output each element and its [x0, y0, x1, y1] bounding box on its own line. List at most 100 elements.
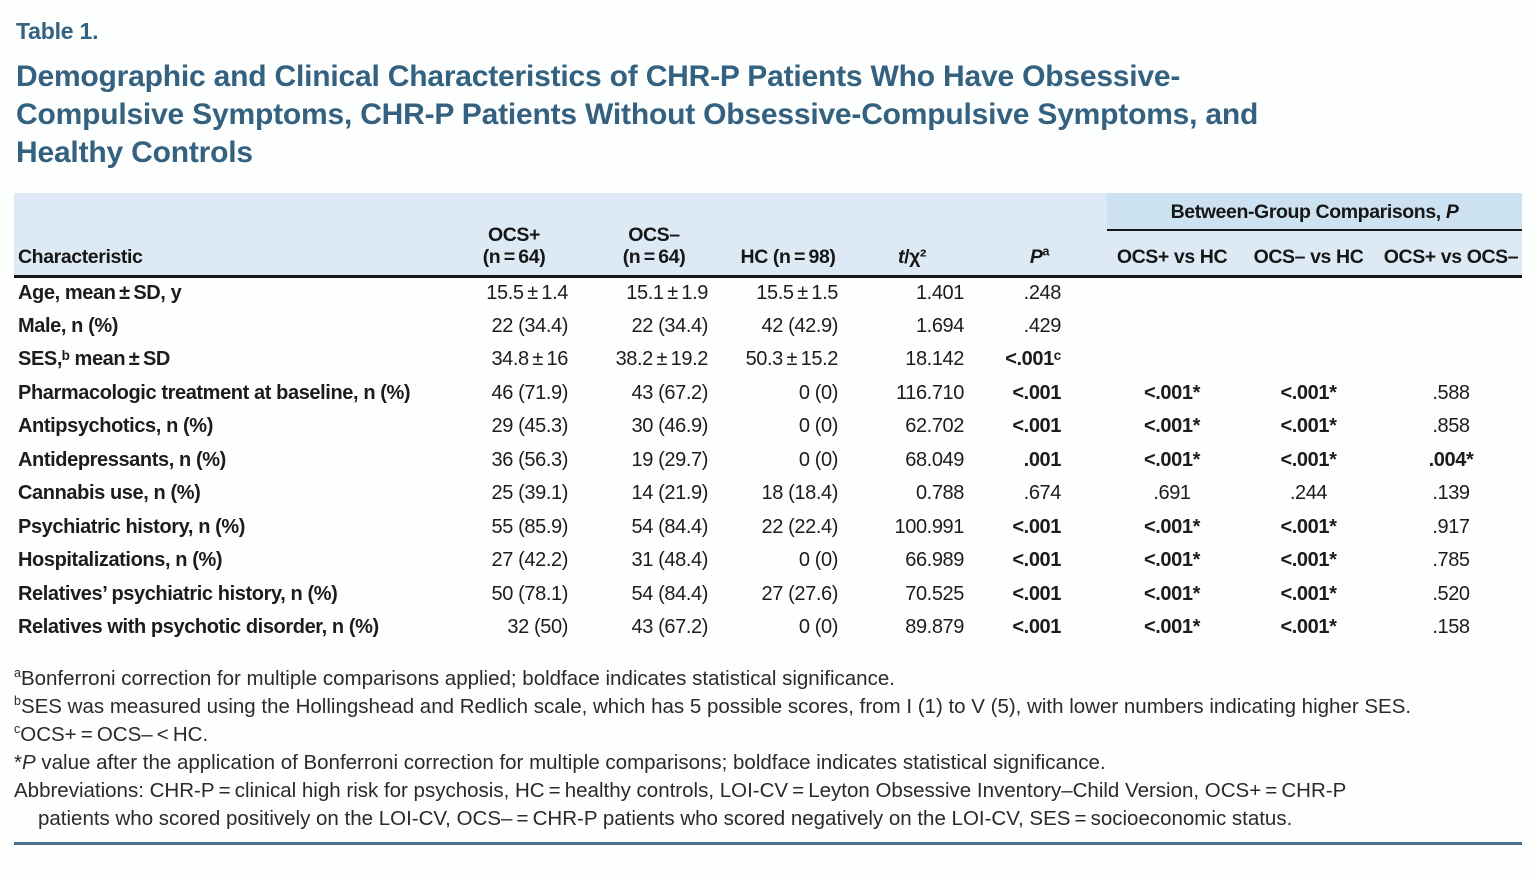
row-label: SES,ᵇ mean ± SD [18, 348, 170, 371]
cell-p-value: <.001 [1012, 582, 1061, 605]
cell-t-chi-square: 89.879 [905, 616, 964, 639]
cell-ocs-plus-vs-ocs-minus: .139 [1432, 482, 1470, 505]
cell-p-value: <.001ᶜ [1005, 348, 1061, 371]
cell-ocs-plus: 27 (42.2) [491, 549, 569, 572]
col-header-ocs-minus: OCS– (n = 64) [584, 193, 724, 276]
cell-ocs-minus-vs-hc [1237, 343, 1380, 377]
cell-ocs-plus: 36 (56.3) [491, 448, 569, 471]
table-header: Characteristic OCS+ (n = 64) OCS– (n = 64)… [14, 193, 1522, 276]
cell-ocs-minus: 30 (46.9) [631, 415, 709, 438]
cell-ocs-minus-vs-hc: <.001* [1280, 415, 1337, 438]
cell-hc: 50.3 ± 15.2 [745, 348, 839, 371]
cell-hc: 18 (18.4) [761, 482, 839, 505]
col-header-hc: HC (n = 98) [724, 193, 852, 276]
cell-t-chi-square: 68.049 [905, 448, 964, 471]
cell-ocs-plus: 29 (45.3) [491, 415, 569, 438]
title-line-3: Healthy Controls [16, 136, 253, 169]
table-row: Relatives’ psychiatric history, n (%) 50… [14, 578, 1522, 612]
cell-ocs-minus-vs-hc: <.001* [1280, 381, 1337, 404]
cell-ocs-plus-vs-hc: <.001* [1144, 616, 1200, 639]
cell-ocs-minus: 43 (67.2) [631, 381, 709, 404]
cell-p-value: .248 [1023, 282, 1062, 304]
cell-ocs-minus-vs-hc [1237, 310, 1380, 344]
footnote-c: cOCS+ = OCS– < HC. [14, 721, 209, 746]
table-row: SES,ᵇ mean ± SD 34.8 ± 16 38.2 ± 19.2 50… [14, 343, 1522, 377]
row-label: Psychiatric history, n (%) [18, 515, 246, 538]
row-label: Antipsychotics, n (%) [18, 415, 213, 438]
characteristics-table: Characteristic OCS+ (n = 64) OCS– (n = 64)… [14, 193, 1522, 645]
cell-ocs-minus: 31 (48.4) [631, 549, 709, 572]
cell-ocs-minus-vs-hc: .244 [1289, 482, 1328, 505]
table-row: Antipsychotics, n (%) 29 (45.3) 30 (46.9… [14, 410, 1522, 444]
cell-ocs-plus: 34.8 ± 16 [491, 348, 568, 371]
cell-t-chi-square: 1.694 [915, 314, 964, 337]
cell-ocs-plus-vs-hc [1107, 276, 1237, 310]
cell-hc: 0 (0) [798, 549, 839, 572]
table-body: Age, mean ± SD, y 15.5 ± 1.4 15.1 ± 1.9 … [14, 276, 1522, 645]
cell-ocs-minus: 38.2 ± 19.2 [615, 348, 709, 371]
cell-ocs-plus: 55 (85.9) [491, 515, 569, 538]
title-line-1: Demographic and Clinical Characteristics… [16, 60, 1181, 93]
cell-ocs-plus-vs-ocs-minus: .588 [1432, 381, 1470, 404]
col-header-ocs-plus: OCS+ (n = 64) [444, 193, 584, 276]
table-row: Antidepressants, n (%) 36 (56.3) 19 (29.… [14, 444, 1522, 478]
cell-ocs-plus-vs-ocs-minus [1380, 276, 1522, 310]
cell-ocs-minus: 54 (84.4) [631, 515, 709, 538]
cell-t-chi-square: 0.788 [915, 482, 964, 505]
row-label: Hospitalizations, n (%) [18, 549, 223, 572]
row-label: Cannabis use, n (%) [18, 482, 201, 505]
cell-ocs-plus: 15.5 ± 1.4 [486, 282, 568, 304]
col-header-characteristic: Characteristic [14, 193, 444, 276]
table-row: Male, n (%) 22 (34.4) 22 (34.4) 42 (42.9… [14, 310, 1522, 344]
cell-ocs-minus-vs-hc: <.001* [1280, 549, 1337, 572]
article-table-page: Table 1. Demographic and Clinical Charac… [14, 18, 1522, 845]
cell-ocs-plus: 50 (78.1) [491, 582, 569, 605]
cell-p-value: .674 [1023, 482, 1062, 505]
col-header-ocs-plus-vs-ocs-minus: OCS+ vs OCS– [1380, 230, 1522, 276]
footnote-a: aBonferroni correction for multiple comp… [14, 665, 895, 690]
cell-ocs-plus-vs-ocs-minus [1380, 310, 1522, 344]
table-footnotes: aBonferroni correction for multiple comp… [14, 665, 1522, 845]
cell-hc: 27 (27.6) [761, 582, 839, 605]
table-row: Cannabis use, n (%) 25 (39.1) 14 (21.9) … [14, 477, 1522, 511]
cell-hc: 22 (22.4) [761, 515, 839, 538]
col-header-t-chi-square: t/χ² [852, 193, 972, 276]
cell-t-chi-square: 66.989 [905, 549, 964, 572]
cell-ocs-plus-vs-hc: <.001* [1144, 515, 1200, 538]
table-row: Pharmacologic treatment at baseline, n (… [14, 377, 1522, 411]
cell-ocs-plus: 32 (50) [507, 616, 568, 639]
col-header-ocs-plus-vs-hc: OCS+ vs HC [1107, 230, 1237, 276]
row-label: Antidepressants, n (%) [18, 448, 226, 471]
cell-ocs-plus-vs-ocs-minus: .785 [1432, 549, 1470, 572]
footnote-abbreviations: Abbreviations: CHR-P = clinical high ris… [14, 777, 1522, 833]
row-label: Relatives with psychotic disorder, n (%) [18, 616, 379, 639]
cell-p-value: <.001 [1012, 616, 1061, 639]
col-header-p-value: Pa [972, 193, 1107, 276]
table-row: Psychiatric history, n (%) 55 (85.9) 54 … [14, 511, 1522, 545]
cell-t-chi-square: 116.710 [895, 381, 964, 404]
cell-ocs-minus-vs-hc: <.001* [1280, 616, 1337, 639]
cell-p-value: .429 [1023, 314, 1062, 337]
cell-hc: 0 (0) [798, 415, 839, 438]
cell-p-value: <.001 [1012, 549, 1061, 572]
cell-p-value: <.001 [1012, 415, 1061, 438]
table-number-label: Table 1. [16, 18, 99, 44]
cell-ocs-plus-vs-hc: <.001* [1144, 448, 1200, 471]
cell-ocs-minus-vs-hc: <.001* [1280, 448, 1337, 471]
cell-ocs-plus-vs-ocs-minus [1380, 343, 1522, 377]
table-row: Age, mean ± SD, y 15.5 ± 1.4 15.1 ± 1.9 … [14, 276, 1522, 310]
cell-ocs-plus-vs-hc: <.001* [1144, 549, 1200, 572]
abbreviations-line-1: Abbreviations: CHR-P = clinical high ris… [14, 778, 1347, 802]
page-title: Demographic and Clinical Characteristics… [16, 58, 1522, 172]
cell-ocs-plus: 46 (71.9) [491, 381, 569, 404]
cell-ocs-plus-vs-hc [1107, 343, 1237, 377]
row-label: Age, mean ± SD, y [18, 282, 182, 304]
cell-ocs-minus: 14 (21.9) [631, 482, 709, 505]
cell-ocs-plus-vs-hc: <.001* [1144, 582, 1200, 605]
cell-ocs-plus: 25 (39.1) [491, 482, 569, 505]
cell-ocs-plus-vs-ocs-minus: .004* [1428, 448, 1474, 471]
cell-ocs-plus-vs-hc: <.001* [1144, 381, 1200, 404]
cell-p-value: <.001 [1012, 381, 1061, 404]
col-header-ocs-minus-vs-hc: OCS– vs HC [1237, 230, 1380, 276]
abbreviations-line-2: patients who scored positively on the LO… [38, 806, 1293, 830]
